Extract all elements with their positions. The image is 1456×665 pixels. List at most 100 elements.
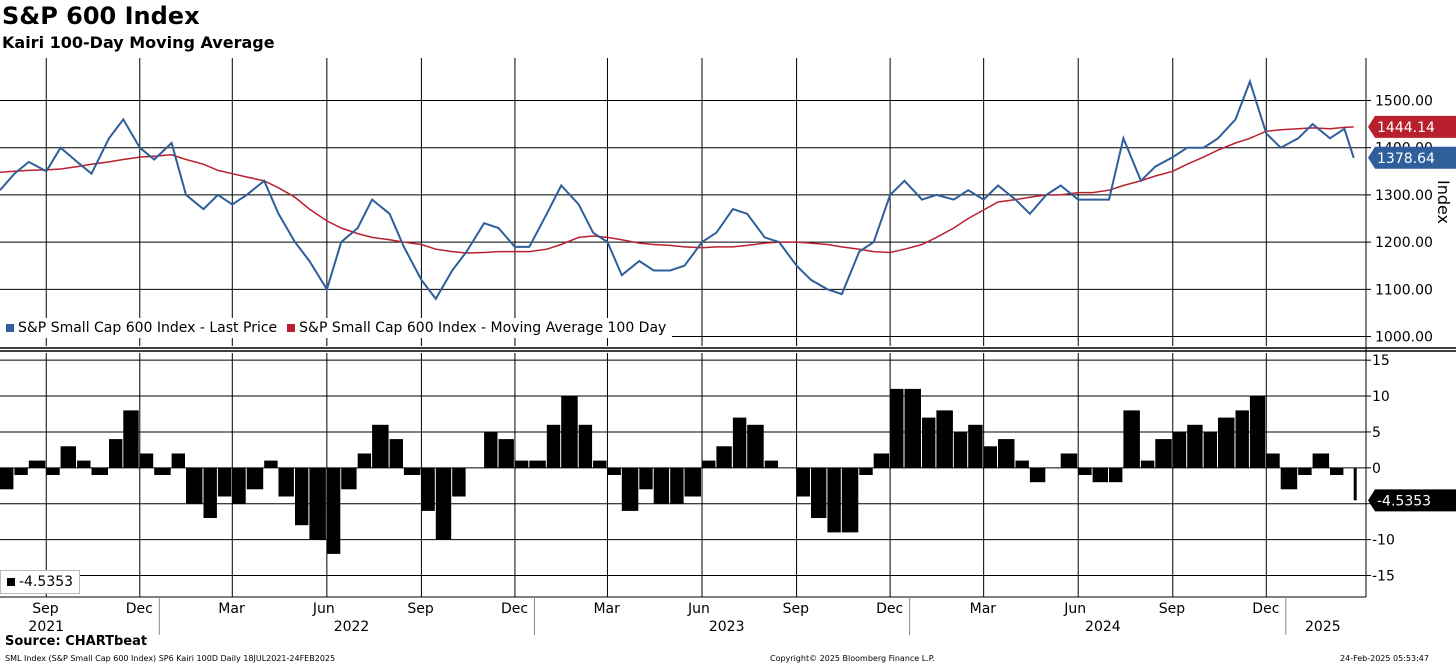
source-note: Source: CHARTbeat — [5, 634, 148, 649]
chart-subtitle: Kairi 100-Day Moving Average — [2, 33, 275, 52]
kairi-bar — [403, 467, 421, 475]
x-tick-label-month: Sep — [32, 601, 59, 617]
legend-swatch-price — [6, 324, 14, 332]
kairi-bar — [14, 467, 28, 475]
kairi-bar — [1109, 467, 1123, 483]
kairi-bar — [60, 446, 76, 468]
kairi-bar — [1187, 424, 1203, 468]
kairi-bar — [1353, 467, 1357, 501]
price-legend: S&P Small Cap 600 Index - Last Price S&P… — [0, 318, 673, 338]
kairi-bar — [139, 453, 154, 468]
kairi-bar — [684, 467, 701, 497]
y-tick-label-price: 1200.00 — [1375, 235, 1433, 251]
kairi-bar — [1312, 453, 1330, 468]
last-value-flag-kairi: -4.5353 — [1368, 489, 1456, 512]
kairi-bar — [203, 467, 217, 518]
footer-copyright: Copyright© 2025 Bloomberg Finance L.P. — [770, 654, 935, 663]
last-value-flag-ma-shape — [1368, 115, 1456, 138]
kairi-bar — [1092, 467, 1108, 483]
x-tick-label-month: Dec — [501, 601, 528, 617]
kairi-bar — [922, 417, 936, 468]
x-tick-label-month: Dec — [126, 601, 153, 617]
legend-label-price: S&P Small Cap 600 Index - Last Price — [18, 320, 278, 336]
last-value-flag-price-shape — [1368, 146, 1456, 169]
kairi-bar — [264, 460, 278, 468]
kairi-bar — [309, 467, 326, 540]
y-tick-label-price: 1300.00 — [1375, 188, 1433, 204]
kairi-bar — [389, 439, 403, 468]
kairi-bar — [764, 460, 779, 468]
kairi-bar — [1330, 467, 1344, 475]
kairi-bar — [936, 410, 953, 468]
kairi-bar — [1060, 453, 1078, 468]
kairi-bar — [593, 460, 607, 468]
kairi-bar — [421, 467, 435, 511]
x-tick-label-month: Sep — [407, 601, 434, 617]
x-tick-label-month: Mar — [218, 601, 245, 617]
kairi-bar — [1266, 453, 1280, 468]
x-tick-label-month: Dec — [1252, 601, 1279, 617]
kairi-bar — [1172, 431, 1187, 468]
legend-item-ma: S&P Small Cap 600 Index - Moving Average… — [287, 320, 666, 336]
kairi-bar — [278, 467, 294, 497]
kairi-bar — [1155, 439, 1172, 468]
x-tick-label-month: Jun — [312, 601, 335, 617]
kairi-bar — [435, 467, 452, 540]
kairi-bar — [246, 467, 264, 490]
kairi-bar — [1249, 396, 1266, 468]
kairi-bar — [514, 460, 529, 468]
kairi-bar — [372, 424, 389, 468]
kairi-bar — [232, 467, 246, 504]
y-axis-title: Index — [1434, 180, 1453, 224]
legend-swatch-kairi — [7, 578, 15, 586]
legend-item-price: S&P Small Cap 600 Index - Last Price — [6, 320, 277, 336]
legend-swatch-ma — [287, 324, 296, 332]
x-tick-label-month: Jun — [687, 601, 710, 617]
x-tick-label-year: 2024 — [1085, 619, 1121, 635]
kairi-bar — [498, 439, 514, 468]
kairi-bar — [529, 460, 546, 468]
last-value-flag-ma-label: 1444.14 — [1377, 120, 1435, 136]
kairi-bar — [1078, 467, 1092, 475]
kairi-bar — [357, 453, 372, 468]
kairi-bar — [109, 439, 123, 468]
x-tick-label-year: 2025 — [1305, 619, 1341, 635]
kairi-bar — [732, 417, 747, 468]
kairi-bar — [154, 467, 171, 475]
kairi-bar — [77, 460, 91, 468]
footer-timestamp: 24-Feb-2025 05:53:47 — [1340, 654, 1429, 663]
series-line-last-price — [0, 78, 1355, 301]
kairi-bar — [890, 388, 904, 468]
kairi-bar — [968, 424, 983, 468]
y-tick-label-price: 1100.00 — [1375, 282, 1433, 298]
kairi-bar — [561, 396, 578, 468]
kairi-bar — [295, 467, 309, 526]
kairi-bar — [841, 467, 859, 533]
kairi-bar — [578, 424, 593, 468]
kairi-bar — [747, 424, 764, 468]
x-tick-label-month: Dec — [876, 601, 903, 617]
y-tick-label-price: 1000.00 — [1375, 330, 1433, 346]
kairi-bar — [796, 467, 810, 497]
x-tick-label-month: Mar — [970, 601, 997, 617]
kairi-bar — [859, 467, 873, 475]
kairi-bar — [998, 439, 1015, 468]
x-tick-label-month: Mar — [593, 601, 620, 617]
kairi-bar — [607, 467, 621, 475]
last-value-flag-kairi-shape — [1368, 489, 1456, 512]
kairi-bar — [171, 453, 185, 468]
kairi-bar — [653, 467, 670, 504]
kairi-bar — [1235, 410, 1249, 468]
kairi-bar — [91, 467, 108, 475]
x-tick-label-month: Sep — [783, 601, 810, 617]
kairi-bar — [123, 410, 139, 468]
kairi-bar — [953, 431, 968, 468]
kairi-legend: -4.5353 — [0, 570, 81, 594]
kairi-bar — [28, 460, 46, 468]
kairi-bar — [827, 467, 841, 533]
kairi-bar — [1298, 467, 1312, 475]
kairi-bar — [873, 453, 890, 468]
kairi-bar — [621, 467, 639, 511]
kairi-bar — [1280, 467, 1298, 490]
kairi-bar — [326, 467, 341, 554]
